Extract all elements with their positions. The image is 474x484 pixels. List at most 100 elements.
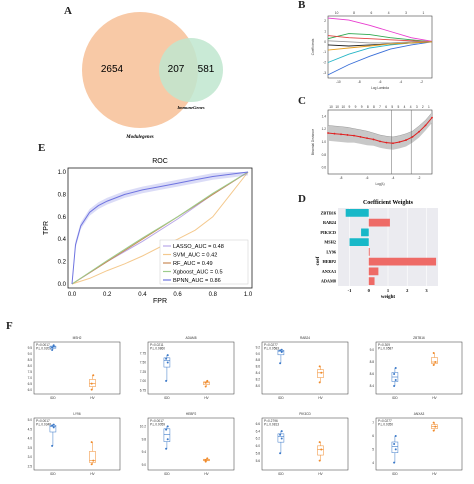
data-point-HV (206, 379, 209, 382)
data-point-HV (432, 429, 435, 432)
x-tick-label: 2 (406, 288, 409, 293)
box-HV (317, 369, 324, 378)
group-label: IDD (278, 472, 284, 476)
y-tick-label: 4.0 (28, 437, 33, 441)
x-tick-label: 1 (387, 288, 390, 293)
y-tick-label: 0.0 (58, 282, 67, 288)
deviance-point (385, 141, 388, 144)
y-tick-label: 0.6 (58, 215, 67, 221)
subplot-frame (33, 417, 121, 471)
panel-b-letter: B (298, 0, 306, 11)
deviance-point (392, 142, 394, 145)
coef-path-0 (327, 17, 433, 42)
top-tick-label: 5 (391, 105, 393, 109)
data-point-IDD (280, 348, 283, 351)
p-value-secondary: P.L.0.0813 (264, 423, 279, 427)
deviance-point (346, 134, 349, 136)
top-tick-label: 5 (397, 105, 399, 109)
data-point-IDD (393, 443, 396, 445)
y-tick-label: 7.00 (140, 379, 146, 383)
subplot-frame (33, 341, 121, 395)
data-point-HV (432, 364, 435, 366)
venn-right-label: ImmuneGenes (176, 105, 205, 110)
y-tick-label: 1.0 (322, 140, 327, 144)
y-tick-label: 8.4 (370, 384, 375, 388)
x-tick-label: 0.0 (68, 292, 77, 298)
data-point-HV (204, 385, 207, 388)
y-tick-label: 0.8 (58, 192, 67, 198)
lasso-cv-chart: 10 10 10 9 9 9 8 8 7 6 5 5 4 4 3 2 1-8 -6 -4 -21.41.21.00.8… (311, 105, 433, 186)
data-point-HV (432, 421, 435, 424)
x-tick-label: 0.6 (173, 292, 182, 298)
data-point-HV (434, 425, 437, 428)
top-tick-label: 9 (355, 105, 357, 109)
venn-overlap-count: 207 (168, 64, 185, 75)
p-value: P=0.0017 (150, 419, 164, 423)
top-tick-label: 10 (335, 105, 339, 109)
group-label: HV (90, 396, 95, 400)
subplot-title: ZBTB16 (413, 336, 425, 340)
y-tick-label: 1.4 (322, 114, 327, 118)
y-tick-label: 7.75 (140, 351, 146, 355)
roc-curve-4 (71, 171, 249, 285)
data-point-HV (318, 441, 321, 444)
y-tick-label: 7.0 (28, 376, 33, 380)
y-tick-label: 9.2 (256, 345, 261, 349)
y-tick-label: 0.2 (58, 260, 67, 266)
p-value-secondary: P.L.0.0583 (264, 347, 279, 351)
y-tick-label: 0 (324, 40, 326, 44)
group-label: HV (204, 396, 209, 400)
panel-a-letter: A (64, 5, 72, 17)
x-tick-label: -8 (340, 176, 343, 180)
deviance-point (418, 130, 420, 133)
subplot-title: LY96 (73, 412, 80, 416)
data-point-IDD (52, 423, 55, 426)
data-point-IDD (279, 362, 282, 365)
y-tick-label: 9.8 (142, 437, 147, 441)
top-tick-label: 8 (367, 105, 369, 109)
data-point-IDD (166, 438, 169, 441)
data-point-IDD (280, 430, 283, 433)
y-tick-label: 0.6 (322, 166, 327, 170)
y-tick-label: 0.8 (322, 153, 327, 157)
box-IDD (391, 441, 399, 453)
x-tick-label: -4 (392, 176, 395, 180)
data-point-IDD (52, 426, 55, 429)
category-label: LY96 (326, 249, 336, 254)
legend-label: Xgboost_AUC = 0.5 (173, 270, 223, 276)
data-point-HV (204, 459, 207, 461)
error-upper (327, 112, 433, 138)
data-point-HV (320, 371, 323, 374)
data-point-HV (90, 463, 93, 466)
y-tick-label: 8.4 (256, 371, 261, 375)
data-point-IDD (51, 349, 54, 351)
y-tick-label: 8.8 (370, 360, 375, 364)
panel-d-letter: D (298, 193, 306, 205)
y-tick-label: 2.5 (28, 464, 33, 468)
group-label: IDD (392, 472, 398, 476)
deviance-point (424, 124, 427, 127)
top-tick-label: 6 (385, 105, 387, 109)
data-point-IDD (279, 433, 282, 436)
data-point-IDD (279, 349, 282, 352)
y-tick-label: 7.5 (28, 370, 33, 374)
p-value: P=0.0277 (264, 343, 278, 347)
x-tick-label: 0.2 (103, 292, 112, 298)
weight-bar (368, 277, 375, 285)
y-tick-label: -3 (323, 71, 326, 75)
y-tick-label: 9.0 (256, 352, 261, 356)
group-label: IDD (392, 396, 398, 400)
subplot-frame (147, 341, 235, 395)
top-tick-label: 10 (329, 105, 333, 109)
y-tick-label: 6.6 (256, 422, 261, 426)
deviance-point (372, 138, 375, 141)
gene-expression-boxplots: MSH29.59.08.58.07.57.06.56.0P=0.0017P.L.… (28, 336, 463, 476)
bpnn-ci-band (72, 172, 248, 284)
coefficient-weights-chart: Coefficient Weights -1 0 1 2 3 ZBTB16 RAB24 PIK3… (316, 200, 438, 300)
chart-title: ROC (152, 158, 168, 165)
top-tick-label: 4 (388, 11, 390, 15)
weight-bar (368, 257, 437, 266)
y-tick-label: -1 (323, 50, 326, 54)
data-point-IDD (394, 448, 397, 451)
top-tick-label: 3 (416, 105, 418, 109)
